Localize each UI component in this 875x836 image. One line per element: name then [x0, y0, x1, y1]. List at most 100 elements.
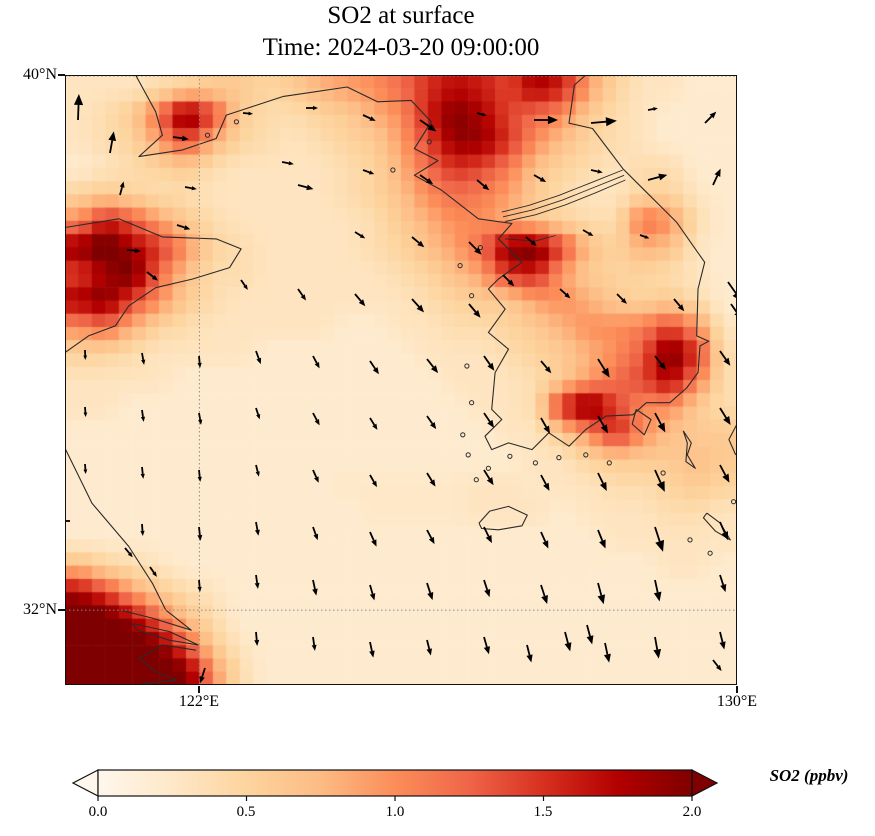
wind-arrow-shaft-37	[468, 303, 477, 313]
wind-arrow-head-109	[526, 654, 533, 663]
wind-arrow-shaft-61	[426, 415, 434, 425]
wind-arrow-shaft-54	[719, 350, 727, 361]
river-line-2	[505, 179, 626, 222]
coastline-right-edge-coast	[728, 423, 737, 456]
wind-arrow-head-29	[644, 235, 650, 239]
small-island-15	[606, 460, 612, 466]
wind-arrow-head-3	[312, 105, 318, 111]
wind-arrow-head-76	[599, 481, 607, 491]
coastline-jeju-island	[478, 505, 528, 531]
wind-arrow-head-59	[314, 419, 320, 426]
wind-arrow-shaft-97	[426, 582, 432, 594]
chart-title: SO2 at surface Time: 2024-03-20 09:00:00	[65, 0, 737, 64]
coastline-tsushima	[682, 430, 696, 469]
wind-arrow-shaft-94	[255, 574, 259, 584]
wind-arrow-shaft-36	[411, 298, 420, 308]
small-island-5	[457, 263, 463, 269]
wind-arrow-shaft-48	[369, 360, 376, 370]
x-tick-label-130e: 130°E	[716, 693, 758, 710]
wind-arrow-head-81	[197, 534, 203, 541]
wind-arrow-head-71	[314, 476, 319, 483]
wind-arrow-head-111	[586, 635, 594, 645]
wind-arrow-head-100	[597, 594, 606, 605]
wind-arrow-head-85	[428, 536, 435, 545]
wind-arrow-shaft-6	[476, 112, 483, 116]
wind-arrow-head-106	[369, 650, 375, 658]
wind-arrow-head-84	[371, 539, 377, 547]
small-island-21	[660, 470, 666, 476]
wind-arrow-head-20	[714, 168, 721, 177]
wind-arrow-head-108	[483, 646, 490, 655]
wind-arrow-head-12	[191, 186, 197, 191]
wind-arrow-shaft-115	[719, 631, 724, 643]
wind-arrow-head-0	[73, 94, 84, 106]
wind-arrow-shaft-4	[362, 114, 371, 120]
wind-arrow-shaft-25	[411, 236, 420, 244]
wind-arrow-shaft-53	[654, 355, 663, 365]
wind-arrow-head-26	[474, 247, 482, 255]
wind-arrow-shaft-74	[483, 469, 491, 480]
wind-arrow-head-47	[314, 362, 320, 369]
wind-arrow-shaft-51	[540, 360, 548, 369]
wind-arrow-head-88	[599, 539, 606, 549]
wind-arrow-shaft-26	[468, 241, 478, 251]
map-plot-area	[65, 75, 737, 685]
small-island-16	[473, 477, 479, 483]
so2-heatmap-canvas	[65, 75, 737, 685]
wind-arrow-head-32	[151, 275, 159, 281]
wind-arrow-head-5	[427, 123, 437, 132]
colorbar-tick-label-15: 1.5	[533, 804, 553, 820]
wind-arrow-shaft-113	[654, 636, 659, 650]
wind-arrow-head-55	[83, 412, 88, 417]
wind-arrow-head-62	[487, 419, 495, 428]
wind-arrow-head-19	[658, 173, 668, 181]
colorbar-over-arrow	[691, 769, 719, 797]
wind-arrow-head-35	[358, 299, 366, 307]
wind-arrow-shaft-62	[483, 412, 491, 423]
wind-arrow-shaft-90	[719, 521, 726, 533]
wind-arrow-head-21	[119, 181, 125, 188]
coastline-shandong	[65, 218, 242, 354]
river-line-0	[501, 169, 623, 213]
wind-arrow-shaft-5	[419, 119, 431, 128]
wind-arrow-head-46	[256, 357, 262, 365]
river-line-1	[502, 174, 625, 218]
small-island-18	[687, 537, 693, 543]
wind-arrow-shaft-92	[149, 566, 155, 574]
wind-arrow-head-9	[653, 107, 658, 111]
wind-arrow-shaft-52	[597, 358, 606, 371]
wind-arrow-shaft-10	[704, 115, 713, 124]
wind-arrow-head-92	[152, 571, 157, 577]
wind-arrow-shaft-47	[312, 355, 318, 364]
wind-arrow-shaft-72	[369, 474, 375, 483]
wind-arrow-head-96	[369, 593, 376, 601]
wind-arrow-head-51	[544, 366, 552, 374]
river-line-3	[505, 235, 556, 242]
wind-arrow-shaft-11	[109, 140, 114, 154]
wind-arrow-shaft-110	[564, 631, 569, 644]
wind-arrow-shaft-86	[483, 526, 490, 537]
wind-arrow-head-44	[141, 359, 146, 365]
wind-arrow-shaft-102	[719, 574, 725, 586]
wind-arrow-shaft-8	[590, 120, 607, 124]
colorbar-tick-label-1: 1.0	[385, 804, 405, 820]
wind-arrow-head-87	[542, 540, 549, 549]
wind-arrow-shaft-65	[654, 412, 662, 425]
small-island-6	[469, 293, 475, 299]
wind-arrow-head-64	[600, 424, 608, 434]
y-tick-label-40n: 40°N	[23, 66, 57, 83]
wind-arrow-shaft-58	[255, 407, 260, 415]
wind-arrow-shaft-44	[141, 352, 145, 361]
wind-arrow-head-7	[547, 115, 558, 125]
wind-arrow-head-115	[719, 641, 726, 650]
colorbar-title: SO2 (ppbv)	[769, 766, 849, 785]
wind-arrow-shaft-18	[590, 169, 598, 173]
wind-arrow-shaft-21	[119, 186, 123, 196]
wind-arrow-head-97	[427, 591, 434, 601]
wind-arrow-head-2	[248, 111, 253, 116]
wind-arrow-shaft-66	[719, 407, 727, 419]
wind-arrow-head-53	[658, 362, 667, 371]
wind-arrow-head-10	[709, 111, 717, 119]
wind-arrow-shaft-32	[146, 271, 154, 278]
wind-arrow-shaft-83	[312, 526, 317, 535]
